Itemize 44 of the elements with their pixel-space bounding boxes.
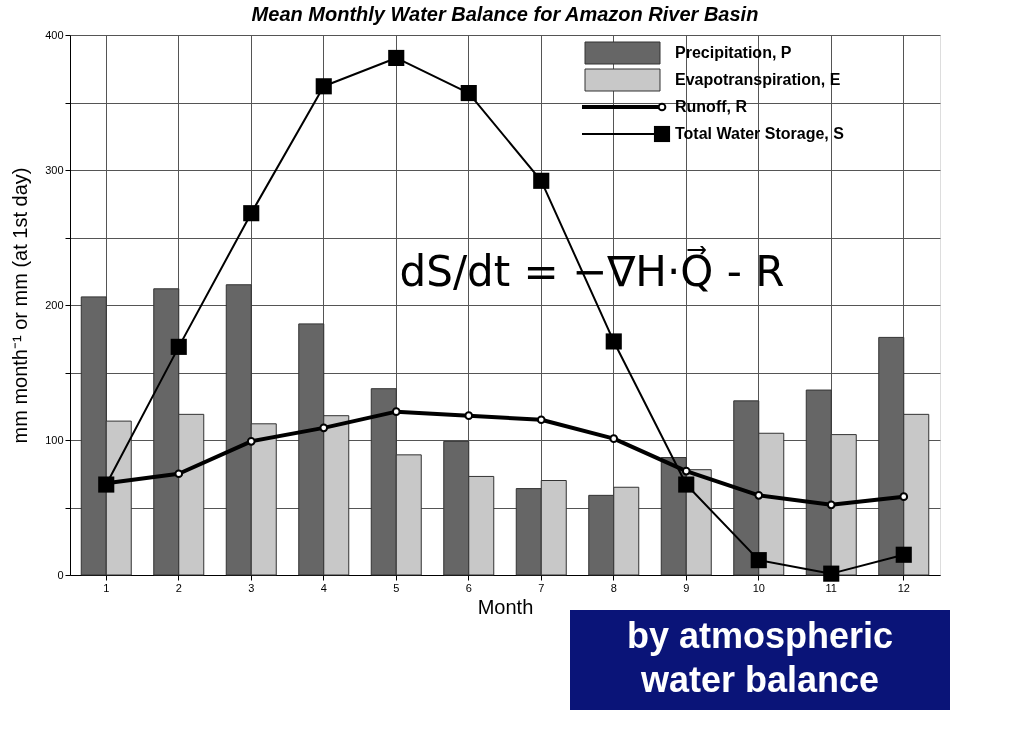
point xyxy=(533,172,550,189)
point xyxy=(536,415,546,425)
point xyxy=(750,552,767,569)
x-tick-label: 6 xyxy=(465,581,472,594)
y-axis-title: mm month⁻¹ or mm (at 1st day) xyxy=(9,167,32,444)
x-tick-label: 3 xyxy=(248,581,255,594)
point xyxy=(170,338,187,355)
x-tick-label: 8 xyxy=(610,581,617,594)
x-tick-label: 1 xyxy=(103,581,110,594)
point xyxy=(681,466,691,476)
point xyxy=(246,437,256,446)
point xyxy=(464,411,474,421)
point xyxy=(609,434,619,443)
point xyxy=(895,546,912,563)
point xyxy=(315,78,332,95)
point xyxy=(174,469,184,479)
point xyxy=(98,476,115,493)
y-tick-label: 400 xyxy=(45,28,64,41)
x-tick-label: 4 xyxy=(320,581,327,594)
y-tick-label: 0 xyxy=(57,568,64,581)
x-tick-label: 9 xyxy=(683,581,690,594)
x-tick-label: 7 xyxy=(538,581,545,594)
point xyxy=(826,500,836,510)
point xyxy=(678,476,695,493)
x-tick-label: 12 xyxy=(897,581,910,594)
x-axis-title: Month xyxy=(477,595,534,618)
chart-title: Mean Monthly Water Balance for Amazon River Basin xyxy=(251,3,759,25)
point xyxy=(391,407,401,416)
y-tick-label: 200 xyxy=(45,298,64,311)
x-tick-label: 11 xyxy=(825,581,837,594)
point xyxy=(319,423,329,433)
point xyxy=(460,84,477,102)
x-tick-label: 2 xyxy=(175,581,182,594)
point xyxy=(754,491,764,500)
y-tick-label: 100 xyxy=(45,433,64,446)
point xyxy=(388,49,405,67)
x-tick-label: 5 xyxy=(393,581,400,594)
point xyxy=(605,333,622,350)
x-tick-label: 10 xyxy=(752,581,765,594)
y-tick-label: 300 xyxy=(45,163,64,176)
point xyxy=(823,565,840,582)
point xyxy=(899,492,909,502)
text: by atmospheric water balance xyxy=(626,615,894,700)
point xyxy=(243,205,260,222)
